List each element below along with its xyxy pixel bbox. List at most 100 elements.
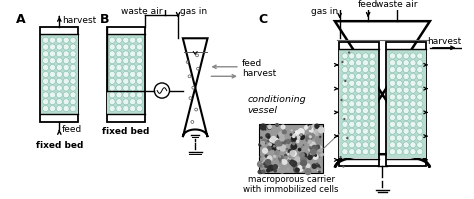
Circle shape (403, 108, 409, 114)
Circle shape (63, 105, 69, 112)
Circle shape (417, 53, 423, 59)
Circle shape (417, 128, 423, 134)
Circle shape (123, 105, 129, 112)
Circle shape (363, 142, 368, 148)
Circle shape (342, 121, 348, 127)
Circle shape (291, 129, 293, 132)
Circle shape (410, 73, 416, 80)
Circle shape (403, 135, 409, 141)
Circle shape (348, 51, 350, 54)
Circle shape (417, 149, 423, 155)
Circle shape (309, 151, 310, 152)
Circle shape (49, 51, 55, 57)
Circle shape (56, 71, 63, 77)
Circle shape (304, 168, 311, 175)
Circle shape (363, 53, 368, 59)
Circle shape (302, 167, 305, 170)
Circle shape (396, 67, 402, 73)
Circle shape (49, 85, 55, 91)
Circle shape (317, 170, 318, 171)
Circle shape (356, 87, 362, 93)
Circle shape (49, 44, 55, 50)
Text: waste air: waste air (121, 7, 163, 16)
Circle shape (123, 85, 129, 91)
Text: fixed bed: fixed bed (102, 127, 149, 136)
Circle shape (309, 133, 315, 139)
Circle shape (287, 168, 289, 170)
Circle shape (43, 85, 49, 91)
Circle shape (342, 87, 348, 93)
Circle shape (342, 94, 348, 100)
Circle shape (109, 99, 115, 105)
Circle shape (390, 73, 395, 80)
Circle shape (116, 51, 122, 57)
Circle shape (319, 166, 321, 168)
Circle shape (417, 135, 423, 141)
Circle shape (342, 149, 348, 155)
Circle shape (279, 144, 287, 152)
Circle shape (292, 134, 296, 138)
Circle shape (49, 58, 55, 64)
Circle shape (273, 151, 275, 153)
Circle shape (417, 108, 423, 114)
Circle shape (342, 53, 348, 59)
Circle shape (70, 58, 76, 64)
Circle shape (417, 94, 423, 100)
Circle shape (56, 64, 63, 71)
Text: gas in: gas in (180, 7, 207, 16)
Circle shape (129, 99, 136, 105)
Circle shape (308, 125, 309, 126)
Circle shape (319, 136, 321, 138)
Circle shape (294, 140, 295, 141)
Circle shape (403, 149, 409, 155)
Circle shape (356, 142, 362, 148)
Circle shape (277, 166, 280, 169)
Circle shape (403, 80, 409, 86)
Circle shape (310, 130, 314, 133)
Circle shape (356, 80, 362, 86)
Circle shape (349, 73, 355, 80)
Circle shape (264, 156, 268, 161)
Circle shape (43, 99, 49, 105)
Text: A: A (16, 13, 25, 26)
Circle shape (300, 133, 302, 136)
Circle shape (321, 130, 322, 131)
Circle shape (109, 105, 115, 112)
Circle shape (129, 44, 136, 50)
Circle shape (63, 64, 69, 71)
Circle shape (275, 140, 282, 147)
Circle shape (417, 80, 423, 86)
Circle shape (369, 101, 375, 107)
Circle shape (279, 167, 286, 174)
Circle shape (291, 143, 297, 150)
Circle shape (49, 99, 55, 105)
Circle shape (315, 129, 319, 133)
Circle shape (70, 51, 76, 57)
Circle shape (274, 150, 280, 155)
Circle shape (295, 130, 299, 134)
Circle shape (70, 99, 76, 105)
Circle shape (63, 85, 69, 91)
Circle shape (342, 165, 345, 168)
Circle shape (56, 44, 63, 50)
Circle shape (116, 58, 122, 64)
Circle shape (318, 164, 319, 166)
Circle shape (137, 92, 143, 98)
Circle shape (63, 92, 69, 98)
Circle shape (155, 83, 170, 98)
Circle shape (272, 150, 274, 153)
Circle shape (282, 129, 287, 135)
Circle shape (123, 58, 129, 64)
Text: C: C (259, 13, 268, 26)
Circle shape (137, 78, 143, 84)
Circle shape (43, 105, 49, 112)
Circle shape (417, 101, 423, 107)
Circle shape (285, 148, 288, 150)
Circle shape (263, 131, 264, 132)
Circle shape (43, 51, 49, 57)
Circle shape (279, 136, 285, 142)
Circle shape (261, 165, 264, 168)
Circle shape (271, 146, 273, 148)
Circle shape (410, 87, 416, 93)
Circle shape (273, 155, 276, 158)
